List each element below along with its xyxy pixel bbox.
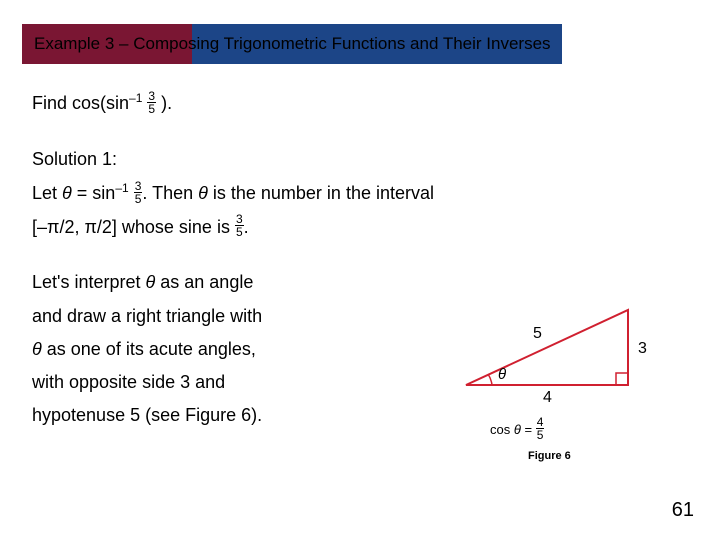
text: Let's interpret xyxy=(32,272,146,292)
theta-label: θ xyxy=(498,366,506,383)
text: as an angle xyxy=(155,272,253,292)
text: /2] whose sine is xyxy=(97,217,235,237)
theta-symbol: θ xyxy=(32,339,42,359)
frac-den: 5 xyxy=(235,226,244,238)
interp-line-5: hypotenuse 5 (see Figure 6). xyxy=(32,403,672,428)
solution-line-3: [–π/2, π/2] whose sine is 35. xyxy=(32,215,672,241)
adjacent-label: 4 xyxy=(543,389,552,405)
right-angle-marker xyxy=(616,373,628,385)
theta-symbol: θ xyxy=(514,422,521,437)
fraction: 35 xyxy=(134,180,143,205)
text: as one of its acute angles, xyxy=(42,339,256,359)
solution-line-2: Let θ = sin–1 35. Then θ is the number i… xyxy=(32,180,672,207)
text: . Then xyxy=(142,183,198,203)
problem-sup: –1 xyxy=(129,91,142,105)
sup: –1 xyxy=(115,181,128,195)
theta-symbol: θ xyxy=(198,183,208,203)
opposite-label: 3 xyxy=(638,340,647,357)
frac-den: 5 xyxy=(536,429,545,441)
frac-num: 3 xyxy=(147,90,156,103)
problem-line: Find cos(sin–1 35 ). xyxy=(32,90,672,117)
figure-6: 5 3 4 θ xyxy=(448,290,683,405)
result-fraction: 45 xyxy=(536,416,545,441)
text: is the number in the interval xyxy=(208,183,434,203)
equals: = xyxy=(521,422,536,437)
text: [– xyxy=(32,217,47,237)
frac-num: 3 xyxy=(134,180,143,193)
triangle-shape xyxy=(466,310,628,385)
problem-fraction: 35 xyxy=(147,90,156,115)
theta-symbol: θ xyxy=(146,272,156,292)
solution-heading: Solution 1: xyxy=(32,147,672,172)
triangle-diagram: 5 3 4 θ xyxy=(448,290,658,405)
frac-den: 5 xyxy=(134,193,143,205)
text: /2, xyxy=(59,217,84,237)
page-number: 61 xyxy=(672,499,694,522)
theta-symbol: θ xyxy=(62,183,72,203)
text: Let xyxy=(32,183,62,203)
angle-arc xyxy=(488,374,492,385)
pi-symbol: π xyxy=(47,217,59,237)
fraction: 35 xyxy=(235,213,244,238)
cos-equation: cos θ = 45 xyxy=(490,418,544,443)
text: . xyxy=(244,217,249,237)
cos-text: cos xyxy=(490,422,514,437)
problem-suffix: ). xyxy=(161,93,172,113)
figure-caption: Figure 6 xyxy=(528,450,571,462)
text: = sin xyxy=(72,183,116,203)
problem-prefix: Find cos(sin xyxy=(32,93,129,113)
hypotenuse-label: 5 xyxy=(533,325,542,342)
slide-title: Example 3 – Composing Trigonometric Func… xyxy=(34,34,551,54)
frac-den: 5 xyxy=(147,103,156,115)
pi-symbol: π xyxy=(84,217,96,237)
